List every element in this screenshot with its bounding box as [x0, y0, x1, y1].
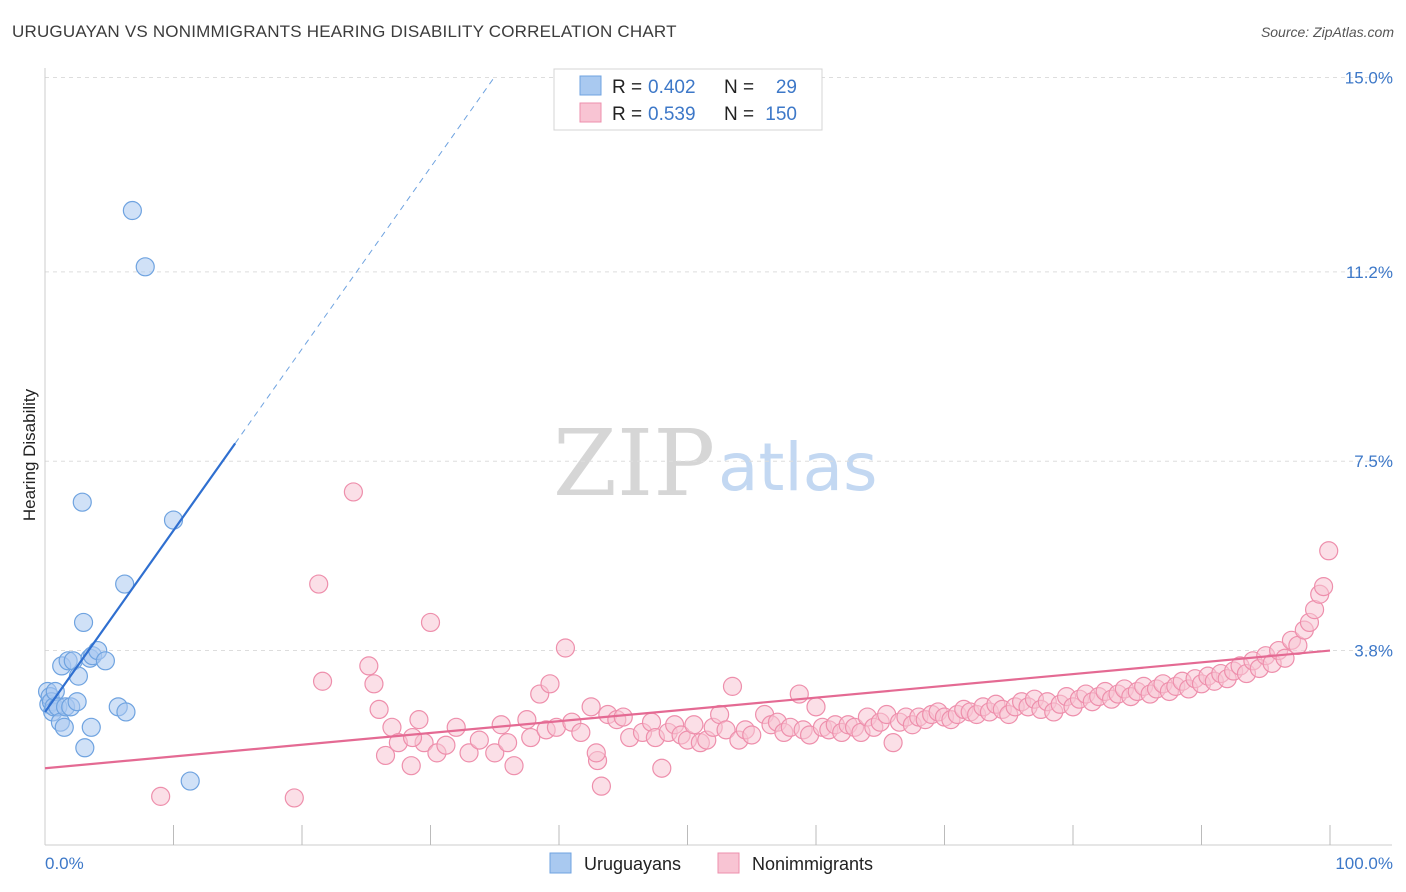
legend-n-label-1: N = [724, 77, 754, 98]
trend-line-uruguayans [44, 442, 237, 713]
legend-n-value-uruguayans: 29 [776, 77, 797, 98]
point-uruguayans [95, 651, 115, 671]
point-uruguayans [68, 666, 89, 686]
point-uruguayans [72, 492, 92, 512]
point-nonimmigrants [420, 612, 441, 633]
y-tick-label: 11.2% [1346, 263, 1393, 282]
legend-r-label-1: R = [612, 77, 642, 98]
chart-title: URUGUAYAN VS NONIMMIGRANTS HEARING DISAB… [12, 22, 677, 41]
point-nonimmigrants [343, 482, 363, 502]
legend-swatch-nonimmigrants [579, 102, 602, 123]
point-uruguayans [54, 717, 74, 737]
x-tick-label-max: 100.0% [1335, 854, 1393, 873]
point-uruguayans [135, 257, 155, 277]
point-nonimmigrants [402, 727, 423, 748]
point-nonimmigrants [806, 697, 826, 717]
point-nonimmigrants [517, 710, 537, 730]
point-nonimmigrants [312, 671, 333, 691]
point-uruguayans [67, 692, 87, 712]
point-nonimmigrants [485, 743, 505, 763]
point-nonimmigrants [459, 743, 479, 763]
point-nonimmigrants [375, 745, 396, 766]
legend-swatch-uruguayans [579, 75, 602, 96]
point-nonimmigrants [469, 730, 489, 750]
point-nonimmigrants [364, 674, 384, 694]
source-label: Source: ZipAtlas.com [1260, 24, 1394, 40]
point-nonimmigrants [284, 788, 304, 808]
point-nonimmigrants [581, 697, 601, 717]
point-nonimmigrants [652, 758, 672, 778]
point-nonimmigrants [401, 756, 421, 776]
watermark: ZIP atlas [553, 410, 878, 517]
point-nonimmigrants [722, 676, 743, 696]
point-nonimmigrants [436, 735, 456, 755]
point-nonimmigrants [521, 727, 541, 748]
legend-bottom-label-uruguayans: Uruguayans [584, 854, 681, 874]
legend-r-value-nonimmigrants: 0.539 [648, 104, 696, 125]
x-ticks [173, 825, 1331, 845]
point-nonimmigrants [591, 776, 612, 796]
point-nonimmigrants [1319, 541, 1339, 561]
point-nonimmigrants [498, 733, 518, 753]
series-uruguayans [37, 200, 200, 791]
point-nonimmigrants [409, 710, 429, 730]
y-tick-labels: 3.8% 7.5% 11.2% 15.0% [1345, 68, 1393, 660]
point-nonimmigrants [555, 638, 576, 658]
point-nonimmigrants [540, 674, 560, 694]
point-nonimmigrants [613, 707, 633, 727]
y-axis-label: Hearing Disability [20, 388, 39, 521]
point-uruguayans [122, 200, 142, 221]
legend-stats: R = 0.402 N = 29 R = 0.539 N = 150 [553, 68, 823, 131]
legend-bottom-swatch-nonimmigrants [717, 852, 740, 874]
y-tick-label: 15.0% [1345, 68, 1393, 87]
point-nonimmigrants [151, 786, 171, 806]
legend-r-value-uruguayans: 0.402 [648, 77, 696, 98]
watermark-atlas: atlas [718, 429, 878, 506]
trend-line-nonimmigrants [44, 649, 1331, 770]
point-nonimmigrants [742, 725, 762, 745]
legend-series: Uruguayans Nonimmigrants [549, 852, 873, 874]
point-nonimmigrants [1313, 576, 1334, 597]
point-nonimmigrants [684, 715, 704, 735]
point-uruguayans [75, 738, 95, 758]
legend-r-label-2: R = [612, 104, 642, 125]
point-uruguayans [115, 574, 135, 594]
point-nonimmigrants [586, 743, 606, 763]
watermark-zip: ZIP [553, 410, 715, 517]
point-nonimmigrants [504, 756, 524, 776]
point-nonimmigrants [571, 722, 591, 743]
point-nonimmigrants [369, 699, 389, 720]
legend-n-label-2: N = [724, 104, 754, 125]
point-uruguayans [116, 702, 136, 722]
point-nonimmigrants [359, 656, 379, 676]
y-tick-label: 7.5% [1354, 452, 1393, 471]
trend-extension-uruguayans [234, 76, 496, 444]
series-nonimmigrants [151, 482, 1339, 808]
point-nonimmigrants [446, 717, 466, 737]
point-nonimmigrants [883, 733, 903, 753]
point-nonimmigrants [309, 574, 329, 594]
point-uruguayans [73, 612, 94, 633]
point-nonimmigrants [716, 720, 736, 740]
point-nonimmigrants [491, 715, 511, 735]
legend-bottom-label-nonimmigrants: Nonimmigrants [752, 854, 873, 874]
grid [45, 76, 1392, 652]
y-tick-label: 3.8% [1354, 642, 1393, 661]
point-uruguayans [180, 771, 200, 791]
point-uruguayans [81, 717, 101, 737]
x-tick-label-min: 0.0% [45, 854, 84, 873]
legend-n-value-nonimmigrants: 150 [765, 104, 797, 125]
legend-bottom-swatch-uruguayans [549, 852, 572, 874]
trend-lines [44, 76, 1331, 770]
